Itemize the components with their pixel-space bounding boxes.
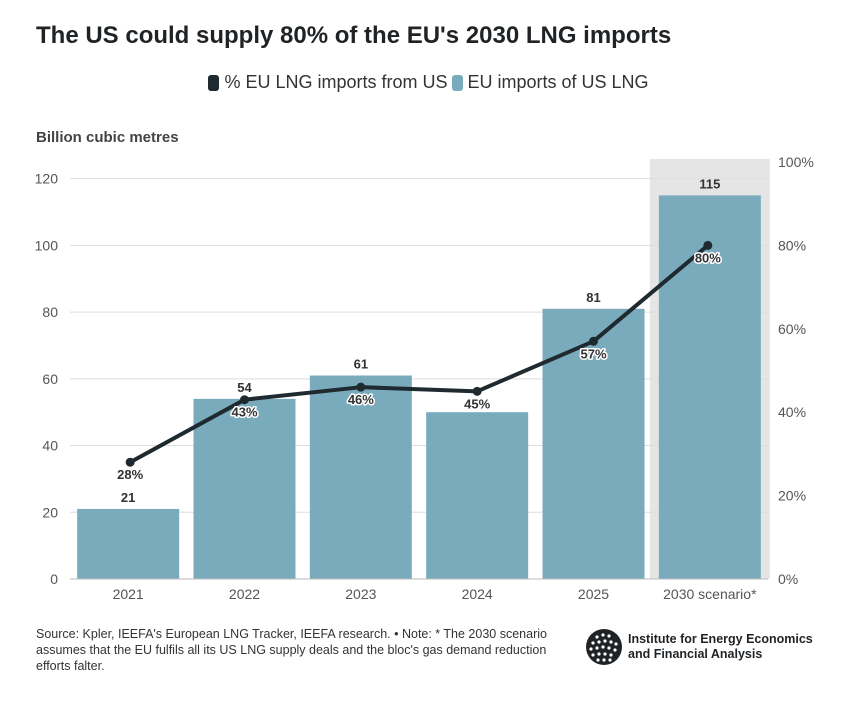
- y-tick-label: 60: [42, 371, 58, 387]
- series-line-us-share: [128, 243, 710, 465]
- bar: [658, 195, 761, 580]
- y2-tick-label: 0%: [778, 571, 798, 587]
- legend-label-bar: EU imports of US LNG: [467, 72, 649, 92]
- y2-tick-label: 60%: [778, 321, 806, 337]
- line-point: [589, 336, 598, 346]
- x-tick-label: 2025: [578, 586, 609, 602]
- y-tick-label: 0: [50, 571, 58, 587]
- ieefa-logo: Institute for Energy Economics and Finan…: [584, 627, 813, 667]
- x-tick-label: 2022: [229, 586, 260, 602]
- line-value-label: 57%: [580, 346, 606, 361]
- bar-value-label: 21: [121, 490, 135, 505]
- globe-icon: [586, 629, 622, 665]
- bar-value-label: 115: [699, 176, 720, 191]
- line-point: [125, 457, 135, 467]
- x-tick-label: 2023: [345, 586, 376, 602]
- bar: [193, 398, 296, 579]
- y-axis-unit-label: Billion cubic metres: [36, 129, 179, 146]
- source-note: Source: Kpler, IEEFA's European LNG Trac…: [36, 627, 547, 673]
- line-value-label: 80%: [695, 250, 721, 265]
- y-tick-label: 80: [42, 304, 58, 320]
- bar-value-label: 61: [354, 357, 368, 372]
- chart-title: The US could supply 80% of the EU's 2030…: [36, 22, 672, 49]
- y-tick-label: 20: [42, 504, 58, 520]
- y2-tick-label: 80%: [778, 237, 806, 253]
- bar: [309, 375, 412, 579]
- line-value-label: 45%: [464, 396, 490, 411]
- line-point: [240, 395, 249, 405]
- legend-label-line: % EU LNG imports from US: [224, 72, 448, 92]
- x-tick-label: 2024: [462, 586, 493, 602]
- y-tick-label: 100: [35, 237, 59, 253]
- line-point: [703, 240, 713, 250]
- line-value-label: 46%: [348, 392, 374, 407]
- bar: [77, 508, 180, 579]
- line-point: [472, 386, 482, 396]
- y2-tick-label: 100%: [778, 154, 814, 170]
- bar: [426, 412, 529, 579]
- legend-swatch-line: [208, 74, 220, 91]
- x-tick-label: 2021: [113, 586, 144, 602]
- line-value-label: 43%: [231, 405, 257, 420]
- y-tick-label: 120: [35, 171, 59, 187]
- y-tick-label: 40: [42, 438, 58, 454]
- org-name-line1: Institute for Energy Economics: [628, 632, 813, 646]
- x-tick-label: 2030 scenario*: [663, 586, 757, 602]
- bar-value-label: 54: [237, 380, 252, 395]
- y2-tick-label: 40%: [778, 404, 806, 420]
- legend-swatch-bar: [451, 74, 463, 91]
- line-point: [356, 382, 366, 392]
- legend-item-bar: EU imports of US LNG: [451, 72, 649, 93]
- bar-value-label: 81: [586, 290, 600, 305]
- line-value-label: 28%: [117, 467, 143, 482]
- org-name: Institute for Energy Economics and Finan…: [628, 632, 813, 662]
- legend: % EU LNG imports from US EU imports of U…: [0, 72, 857, 93]
- org-name-line2: and Financial Analysis: [628, 647, 763, 661]
- legend-item-line: % EU LNG imports from US: [208, 72, 448, 93]
- y2-tick-label: 20%: [778, 488, 806, 504]
